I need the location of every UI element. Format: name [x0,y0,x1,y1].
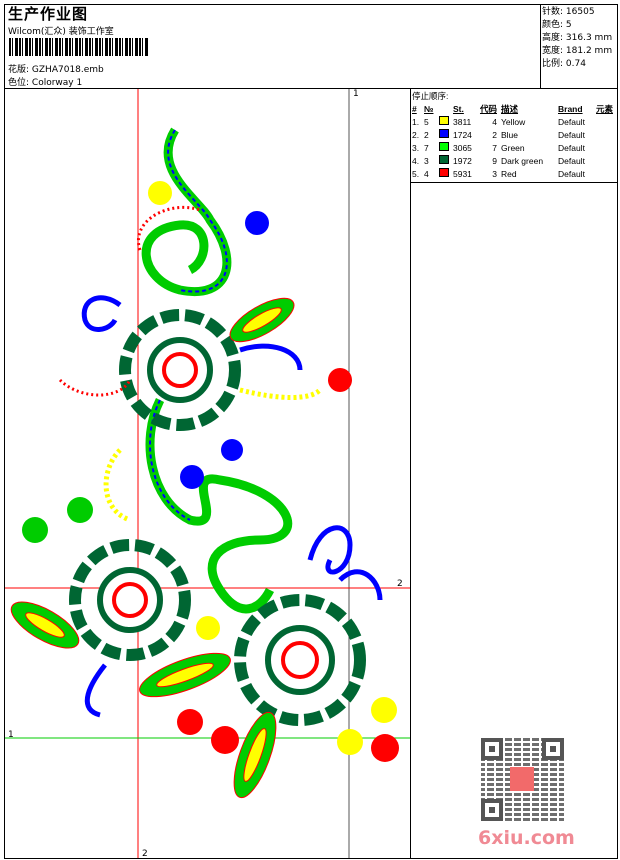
height-label: 高度: [542,33,564,43]
design-file: 花版: GZHA7018.emb [8,62,104,75]
table-header: # № St. 代码 描述 Brand 元素 [412,102,617,115]
scale-label: 比例: [542,59,564,69]
row-number: 3 [424,155,429,166]
colors-value: 5 [565,20,572,30]
row-stitches: 1724 [453,129,472,140]
color-swatch [439,168,449,177]
page-frame [4,4,618,859]
stitches-label: 针数: [542,7,564,17]
row-stitches: 3811 [453,116,472,127]
table-divider [410,182,618,183]
guide-label-v2: 2 [142,849,148,859]
stem-swirl-middle [145,397,293,614]
qr-finder [542,738,564,760]
design-info: 针数: 16505 颜色: 5 高度: 316.3 mm 宽度: 181.2 m… [542,6,612,71]
row-index: 3. [412,142,420,153]
row-description: Red [501,168,517,179]
seal-logo [510,767,534,791]
row-stitches: 1972 [453,155,472,166]
table-row: 5. 4 5931 3 Red Default [412,167,617,180]
row-code: 4 [492,116,497,127]
watermark-site: 6xiu.com [478,827,575,849]
row-code: 7 [492,142,497,153]
row-brand: Default [558,129,585,140]
row-brand: Default [558,155,585,166]
row-index: 4. [412,155,420,166]
header-divider [4,88,618,89]
table-row: 4. 3 1972 9 Dark green Default [412,154,617,167]
color-swatch-cell [439,155,453,166]
guide-label-h2: 2 [397,579,403,589]
row-description: Yellow [501,116,526,127]
color-swatch-cell [439,129,453,140]
row-number: 4 [424,168,429,179]
row-description: Green [501,142,525,153]
row-stitches: 5931 [453,168,472,179]
guide-label-h1: 1 [8,730,14,740]
row-code: 9 [492,155,497,166]
row-brand: Default [558,116,585,127]
colors-label: 颜色: [542,20,564,30]
row-stitches: 3065 [453,142,472,153]
header-stitches: St. [453,103,464,114]
barcode [9,38,149,56]
height-value: 316.3 mm [565,33,613,43]
scrolls [58,205,383,718]
info-divider [540,4,541,88]
stop-sequence-table: 停止顺序: # № St. 代码 描述 Brand 元素 1. 5 3811 4 Yel… [412,89,617,180]
header-description: 描述 [501,103,519,114]
color-swatch [439,116,449,125]
header-element: 元素 [596,103,614,114]
stem-swirl-top [141,127,232,296]
snowflakes [22,181,399,762]
table-row: 3. 7 3065 7 Green Default [412,141,617,154]
qr-finder [481,799,503,821]
header-brand: Brand [558,103,583,114]
row-index: 2. [412,129,420,140]
color-swatch [439,155,449,164]
table-title: 停止顺序: [412,90,449,101]
header-index: # [412,103,417,114]
row-number: 7 [424,142,429,153]
company-name: Wilcom(汇众) 装饰工作室 [8,27,114,37]
row-index: 1. [412,116,420,127]
color-swatch [439,129,449,138]
row-description: Dark green [501,155,544,166]
row-index: 5. [412,168,420,179]
panel-divider [410,88,411,859]
design-value: GZHA7018.emb [31,65,104,75]
row-description: Blue [501,129,519,140]
flowers [69,309,366,726]
leaves [10,297,295,799]
color-swatch-cell [439,116,453,127]
row-code: 2 [492,129,497,140]
stem-swirl-top-stitch [167,129,228,293]
color-swatch [439,142,449,151]
table-row: 2. 2 1724 2 Blue Default [412,128,617,141]
width-value: 181.2 mm [565,46,613,56]
row-number: 2 [424,129,429,140]
qr-finder [481,738,503,760]
width-label: 宽度: [542,46,564,56]
stitches-value: 16505 [565,7,595,17]
table-row: 1. 5 3811 4 Yellow Default [412,115,617,128]
colorway: 色位: Colorway 1 [8,75,82,88]
guide-label-v1: 1 [353,89,359,99]
stem-swirl-middle-stitch [149,399,191,521]
design-label: 花版: [8,65,30,75]
row-brand: Default [558,168,585,179]
row-brand: Default [558,142,585,153]
color-swatch-cell [439,168,453,179]
colorway-value: Colorway 1 [31,78,83,88]
header-code: 代码 [479,103,497,114]
row-number: 5 [424,116,429,127]
color-swatch-cell [439,142,453,153]
page-title: 生产作业图 [8,5,89,23]
row-code: 3 [492,168,497,179]
header-number: № [424,103,434,114]
colorway-label: 色位: [8,78,30,88]
scale-value: 0.74 [565,59,586,69]
